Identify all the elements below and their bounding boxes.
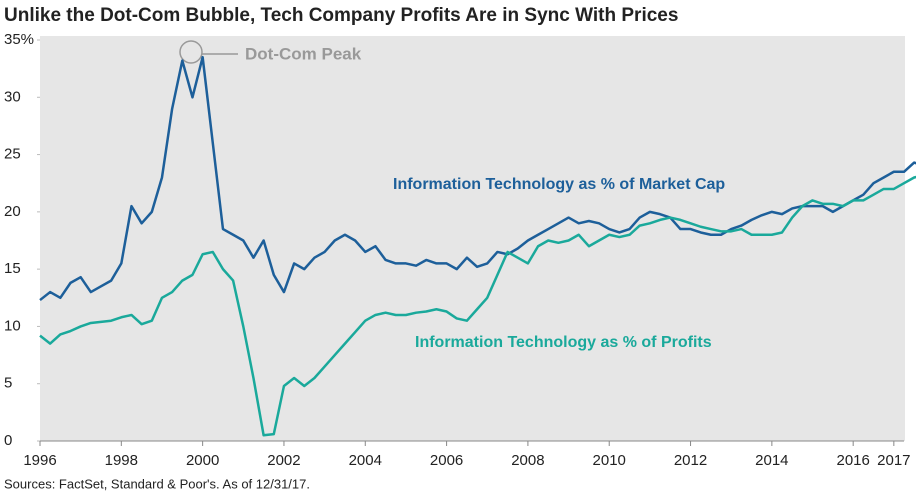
y-tick-label: 25 [4,146,21,163]
x-tick-label: 2010 [593,452,626,469]
x-tick-label: 2004 [349,452,382,469]
x-tick-label: 2000 [186,452,219,469]
y-tick-label: 15 [4,260,21,277]
series-line [39,55,916,302]
y-tick-label: 20 [4,203,21,220]
x-tick-label: 2014 [755,452,788,469]
annotation: Dot-Com Peak [245,44,362,63]
x-tick-label: 2002 [267,452,300,469]
x-tick-label: 2016 [836,452,869,469]
x-tick-label: 1998 [105,452,138,469]
annotation-circle [179,40,203,64]
source-note: Sources: FactSet, Standard & Poor's. As … [4,476,310,491]
y-tick-label: 30 [4,88,21,105]
x-tick-label: 2008 [511,452,544,469]
x-tick-label: 2017 [877,452,910,469]
x-tick-label: 1996 [23,452,56,469]
x-tick-label: 2012 [674,452,707,469]
chart-title: Unlike the Dot-Com Bubble, Tech Company … [4,5,678,26]
series-label: Information Technology as % of Profits [415,334,712,351]
plot-background [40,36,905,441]
x-tick-label: 2006 [430,452,463,469]
series-line [39,175,916,437]
y-tick-label: 0 [4,432,12,449]
y-tick-label: 35% [4,31,34,48]
y-tick-label: 10 [4,317,21,334]
series-label: Information Technology as % of Market Ca… [393,176,725,193]
y-tick-label: 5 [4,375,12,392]
